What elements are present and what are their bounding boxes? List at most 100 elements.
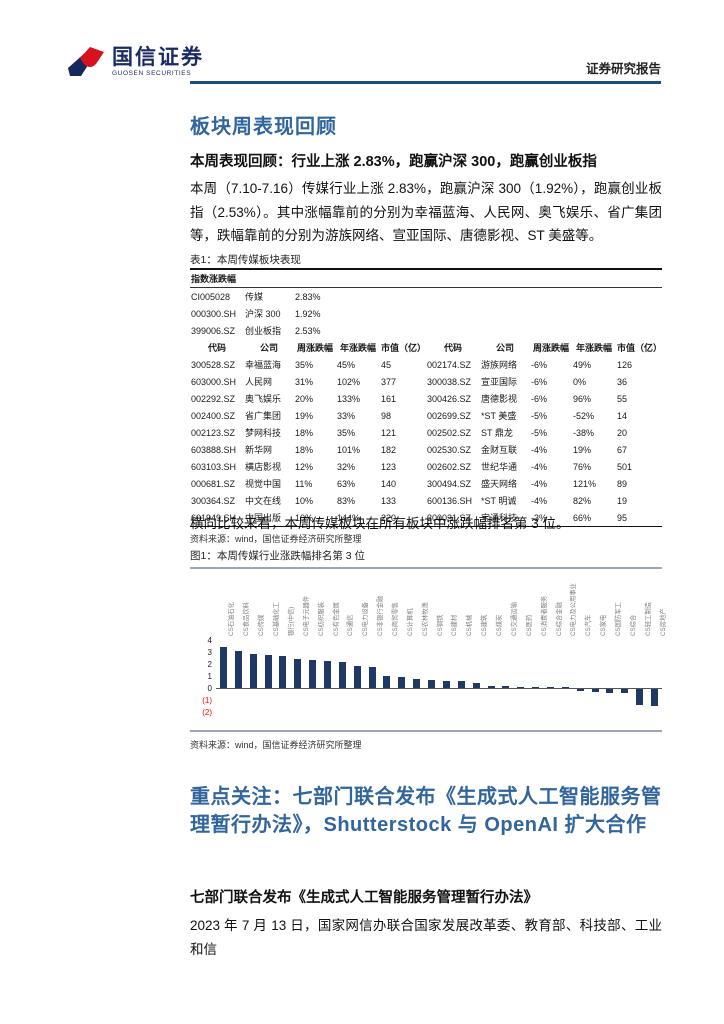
table-cell: 代码 — [207, 343, 226, 353]
x-axis-label: CS传媒 — [258, 614, 266, 636]
x-axis-label: CS有色金属 — [332, 602, 340, 636]
x-axis-label: CS非银行金融 — [377, 595, 385, 636]
bar-CS建筑 — [472, 683, 480, 688]
bar-CS电力及公用事业 — [561, 687, 569, 688]
table-cell — [530, 305, 572, 322]
table-cell: 周涨跌幅 — [296, 343, 333, 353]
x-axis-label: CS机械 — [466, 614, 474, 636]
table-cell — [426, 305, 480, 322]
table-cell — [380, 269, 426, 288]
table-cell: 代码 — [443, 343, 462, 353]
x-axis-label: CS通信 — [347, 614, 355, 636]
x-axis-label: CS消费者服务 — [540, 595, 548, 636]
table-cell: 102% — [337, 376, 361, 387]
table-cell: 182 — [381, 444, 397, 455]
table-cell: 31% — [295, 376, 314, 387]
table-cell: -4% — [531, 495, 548, 506]
section1-subtitle: 本周表现回顾：行业上涨 2.83%，跑赢沪深 300，跑赢创业板指 — [190, 154, 597, 170]
table-cell: 35% — [295, 359, 314, 370]
figure-top-rule — [190, 567, 662, 569]
table-cell: -52% — [573, 410, 595, 421]
table-cell — [480, 269, 530, 288]
section2-title: 重点关注：七部门联合发布《生成式人工智能服务管理暂行办法》，Shuttersto… — [190, 786, 662, 837]
table-cell: -4% — [531, 478, 548, 489]
table-cell — [380, 305, 426, 322]
table-cell — [616, 269, 662, 288]
x-axis-label: CS电力设备 — [362, 602, 370, 636]
x-axis-label: CS医药 — [525, 614, 533, 636]
table-cell: 10% — [295, 512, 314, 523]
figure-caption: 图1：本周传媒行业涨跌幅排名第 3 位 — [190, 550, 366, 562]
table-cell — [572, 305, 616, 322]
table-cell: 14 — [617, 410, 628, 421]
table-cell: 000681.SZ — [191, 478, 236, 489]
bar-CS农林牧渔 — [413, 679, 421, 688]
table-cell: 123 — [381, 461, 397, 472]
table-cell: 10% — [295, 495, 314, 506]
table-cell: 000300.SH — [191, 308, 237, 319]
bar-CS交通运输 — [502, 686, 510, 688]
table-cell: 133 — [381, 495, 397, 506]
index-section-row: 指数涨跌幅 — [190, 269, 662, 288]
bar-CS煤炭 — [487, 685, 495, 688]
table-row: 603000.SH 人民网 31% 102% 377 300038.SZ 宣亚国际 -6% 0%… — [190, 373, 662, 390]
bar-CS汽车 — [576, 689, 584, 691]
x-axis-label: CS国防军工 — [614, 602, 622, 636]
table-cell: 0% — [573, 376, 587, 387]
table-cell: 603888.SH — [191, 444, 237, 455]
table-cell: 梦网科技 — [245, 428, 282, 438]
table-cell — [426, 288, 480, 306]
table-cell: 300031.SZ — [427, 512, 472, 523]
table-cell: -3% — [531, 512, 548, 523]
table-cell: 年涨跌幅 — [575, 343, 612, 353]
table-cell: 98 — [381, 410, 392, 421]
table-row: 002400.SZ 省广集团 19% 33% 98 002699.SZ *ST 美盛 -5% -… — [190, 407, 662, 424]
table-cell: 33% — [337, 410, 356, 421]
table-cell: 377 — [381, 376, 397, 387]
figure-source: 资料来源：wind，国信证券经济研究所整理 — [190, 740, 362, 750]
table-cell — [572, 269, 616, 288]
x-axis-label: CS综合 — [629, 614, 637, 636]
table-cell — [530, 269, 572, 288]
table-cell: 002502.SZ — [427, 427, 472, 438]
table-cell: -4% — [531, 461, 548, 472]
x-axis-label: CS综合金融 — [555, 602, 563, 636]
table-cell — [336, 322, 380, 339]
x-axis-label: CS汽车 — [585, 614, 593, 636]
table-cell: 2.83% — [295, 291, 321, 302]
section2-paragraph: 2023 年 7 月 13 日，国家网信办联合国家发展改革委、教育部、科技部、工… — [190, 918, 662, 957]
table-cell: 指数涨跌幅 — [190, 269, 244, 288]
table-cell: 49% — [573, 359, 592, 370]
table-cell — [426, 269, 480, 288]
bar-CS石油石化 — [219, 647, 227, 688]
table-cell — [616, 305, 662, 322]
bar-CS通信 — [338, 661, 346, 688]
table-cell: 盛天网络 — [481, 479, 518, 489]
section2-subtitle: 七部门联合发布《生成式人工智能服务管理暂行办法》 — [190, 890, 538, 906]
bar-CS电力设备 — [353, 665, 361, 688]
guosen-logo-icon — [68, 47, 104, 76]
x-axis-label: CS煤炭 — [496, 614, 504, 636]
x-axis-label: CS钢铁 — [436, 614, 444, 636]
table-cell: 宝通科技 — [481, 513, 518, 523]
table-cell: 游族网络 — [481, 360, 518, 370]
table-cell: 中文在线 — [245, 496, 282, 506]
table-cell — [294, 269, 336, 288]
table-cell: 32% — [337, 461, 356, 472]
table-cell — [426, 322, 480, 339]
table-cell: 101% — [337, 444, 361, 455]
y-axis-tick: 0 — [207, 684, 212, 693]
table-caption: 表1：本周传媒板块表现 — [190, 254, 301, 266]
bar-CS非银行金融 — [368, 667, 376, 688]
table-row: 603888.SH 新华网 18% 101% 182 002530.SZ 金财互联 -4% 19… — [190, 441, 662, 458]
header-rule — [190, 81, 661, 84]
table-cell: -6% — [531, 393, 548, 404]
table-cell: 宣亚国际 — [481, 377, 518, 387]
y-axis-tick: 3 — [207, 648, 212, 657]
table-cell — [480, 288, 530, 306]
bar-CS建材 — [442, 680, 450, 688]
table-cell: 002602.SZ — [427, 461, 472, 472]
table-cell: 19% — [573, 444, 592, 455]
table-row: 002123.SZ 梦网科技 18% 35% 121 002502.SZ ST 鼎龙 -5% -… — [190, 424, 662, 441]
